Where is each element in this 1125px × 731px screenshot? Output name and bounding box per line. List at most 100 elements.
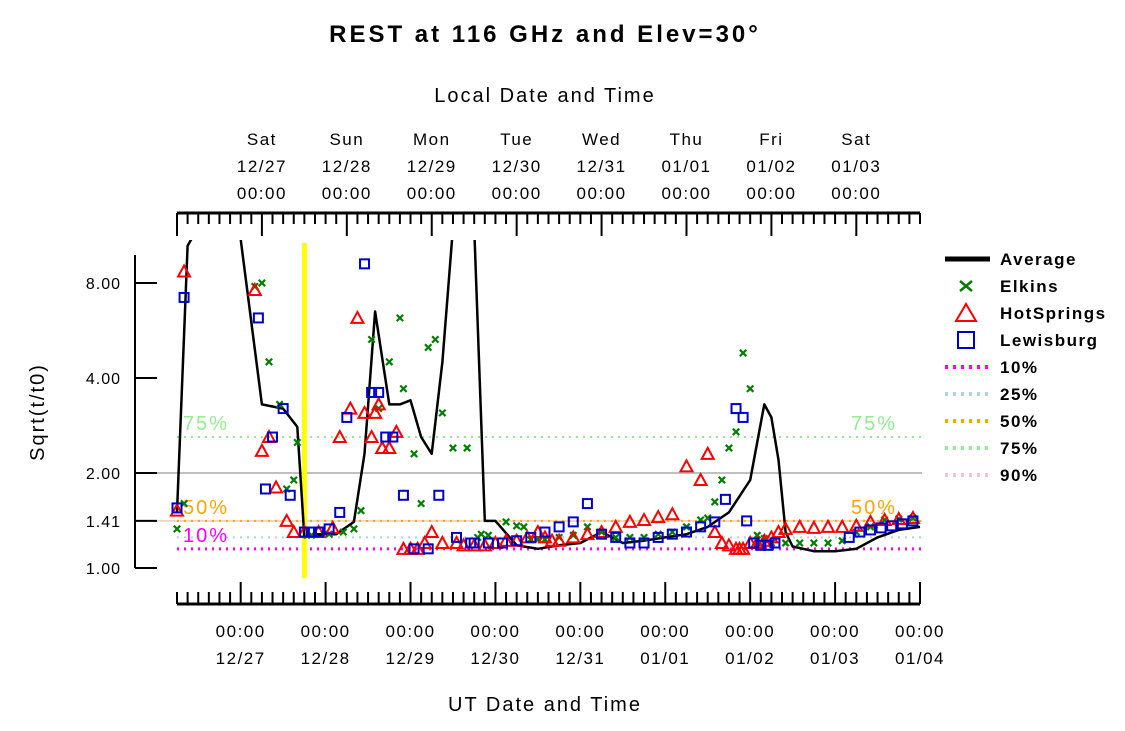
legend-label: Average [1000,250,1077,269]
bottom-tick-date: 01/04 [895,649,945,668]
legend-label: Elkins [1000,277,1059,296]
legend-item-90pct: 90% [945,466,1037,485]
top-tick-day: Tue [500,130,533,149]
top-tick-date: 12/30 [492,157,542,176]
hotsprings-point [268,479,284,494]
top-tick-day: Wed [582,130,621,149]
elkins-point [625,533,634,542]
series-hotsprings [169,263,921,555]
bottom-tick-time: 00:00 [216,622,266,641]
hotsprings-point [862,513,879,528]
bottom-axis-ticks: 00:00 12/27 00:00 12/28 00:00 12/29 00:00 12/30… [176,582,945,668]
lewisburg-point [886,520,898,532]
hotsprings-point [905,509,921,525]
lewisburg-point [730,403,742,415]
legend-item-hotsprings: HotSprings [954,302,1105,323]
hotsprings-point [434,534,451,550]
lewisburg-point [896,518,908,530]
bottom-tick-time: 00:00 [301,622,351,641]
hotsprings-point [721,537,737,552]
lewisburg-point [748,537,760,549]
lewisburg-point [171,502,183,514]
top-tick-time: 00:00 [322,184,372,203]
hotsprings-point [636,511,652,526]
elkins-point [732,427,740,436]
hotsprings-point [169,502,185,517]
hotsprings-point [176,263,192,278]
percentile-label-right: 50% [851,497,897,519]
lewisburg-point [567,516,579,528]
legend-item-75pct: 75% [945,439,1037,458]
lewisburg-point [397,489,409,501]
lewisburg-point [610,531,622,543]
lewisburg-point [719,493,731,505]
x-axis-title: UT Date and Time [448,694,642,716]
hotsprings-point [247,281,263,297]
elkins-point [640,533,649,542]
top-tick-time: 00:00 [492,184,542,203]
legend-x-icon [959,280,973,292]
bottom-tick-date: 12/31 [555,649,605,668]
elkins-point [349,524,358,533]
legend-item-25pct: 25% [945,385,1037,404]
hotsprings-point [593,523,610,539]
top-tick-date: 12/31 [577,157,627,176]
elkins-point [438,408,447,417]
top-tick-time: 00:00 [661,184,711,203]
y-tick-label: 2.00 [86,466,121,483]
lewisburg-point [497,537,509,549]
lewisburg-point [638,537,650,549]
elkins-point [717,476,726,485]
elkins-point [173,524,181,533]
lewisburg-point [323,523,335,535]
top-tick-day: Sat [841,130,871,149]
lewisburg-point [709,516,721,528]
top-tick-time: 00:00 [831,184,881,203]
lewisburg-point [313,526,325,538]
lewisburg-point [468,537,480,549]
hotsprings-point [370,396,387,411]
legend-label: 10% [1000,358,1039,377]
hotsprings-point [664,506,681,521]
lewisburg-point [539,526,551,538]
top-tick-day: Mon [413,130,451,149]
hotsprings-point [424,523,440,539]
legend: Average Elkins HotSprings Lewisburg 10% 25% 50… [945,250,1105,485]
legend-item-elkins: Elkins [959,277,1059,296]
y-axis-title: Sqrt(t/t0) [27,363,49,461]
bottom-tick-time: 00:00 [640,622,690,641]
bottom-tick-time: 00:00 [385,622,435,641]
lewisburg-point [695,521,707,533]
legend-item-average: Average [945,250,1077,269]
elkins-point [484,531,493,540]
lewisburg-point [305,526,317,538]
lewisburg-point [277,403,289,415]
elkins-point [519,522,528,531]
top-tick-time: 00:00 [237,184,287,203]
y-tick-label: 4.00 [86,371,121,388]
hotsprings-point [834,518,850,533]
lewisburg-point [769,537,781,549]
bottom-tick-time: 00:00 [725,622,775,641]
lewisburg-point [334,506,346,518]
bottom-tick-date: 01/02 [725,649,775,668]
lewisburg-point [525,531,537,543]
bottom-tick-date: 01/03 [810,649,860,668]
lewisburg-point [259,483,271,495]
top-tick-day: Fri [759,130,783,149]
lewisburg-point [652,531,664,543]
elkins-point [339,528,348,537]
average-line [175,240,921,553]
elkins-point [795,539,804,547]
elkins-point [417,499,426,508]
lewisburg-point [298,526,310,538]
top-tick-date: 01/02 [746,157,796,176]
elkins-point [781,539,790,547]
hotsprings-point [367,404,383,419]
top-tick-day: Thu [670,130,704,149]
top-tick-date: 12/28 [322,157,372,176]
lewisburg-point [666,528,678,540]
top-tick-time: 00:00 [577,184,627,203]
hotsprings-point [477,537,493,552]
